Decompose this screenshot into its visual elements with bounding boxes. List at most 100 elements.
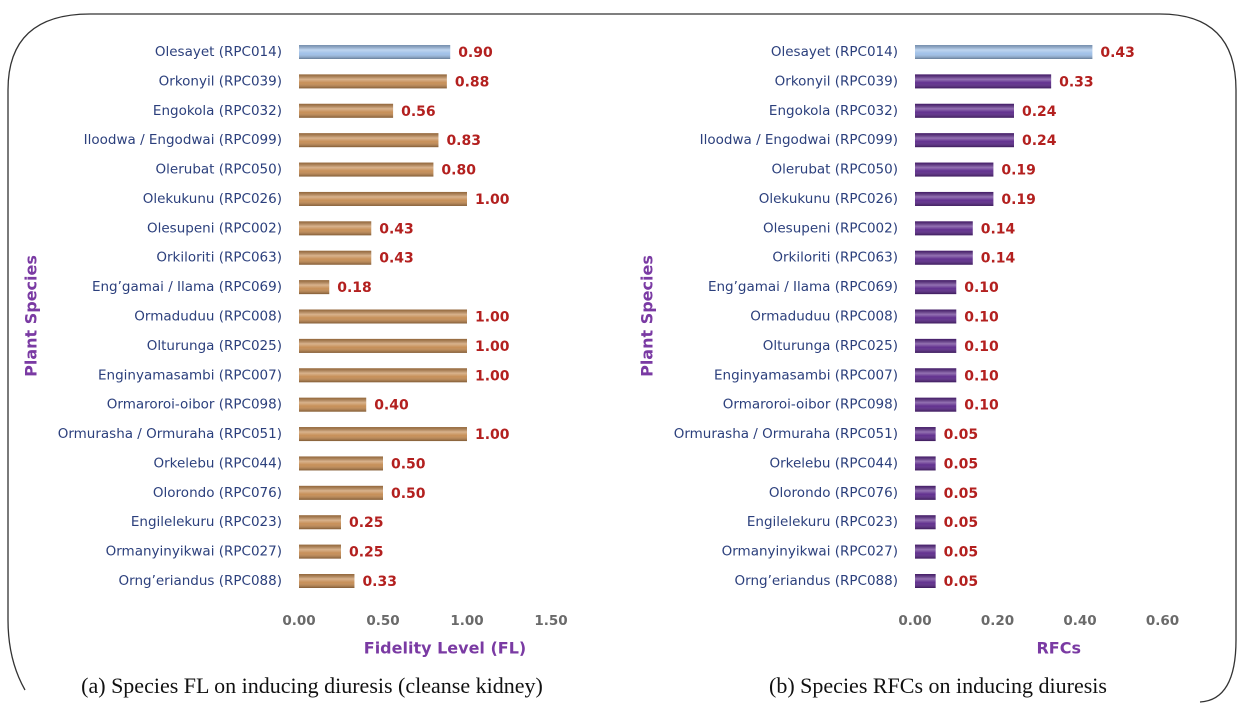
category-label: Ormaroroi-oibor (RPC098) [723, 397, 898, 413]
category-label: Engilelekuru (RPC023) [131, 514, 282, 530]
value-label: 0.90 [458, 45, 493, 61]
bar-shading [915, 103, 1014, 118]
x-tick-label: 0.40 [1063, 613, 1096, 629]
value-label: 0.83 [446, 133, 481, 149]
value-label: 0.05 [944, 456, 979, 472]
x-tick-label: 0.00 [282, 613, 315, 629]
category-label: Olerubat (RPC050) [156, 162, 282, 178]
x-tick-label: 0.60 [1146, 613, 1179, 629]
x-tick-label: 1.50 [534, 613, 567, 629]
category-label: Orng’eriandus (RPC088) [119, 573, 283, 589]
category-label: Olturunga (RPC025) [147, 338, 282, 354]
category-label: Olekukunu (RPC026) [143, 191, 282, 207]
bar-shading [299, 162, 434, 177]
category-label: Enginyamasambi (RPC007) [98, 367, 282, 383]
bar-shading [299, 427, 467, 442]
category-label: Orkelebu (RPC044) [153, 455, 282, 471]
value-label: 0.05 [944, 545, 979, 561]
category-label: Orng’eriandus (RPC088) [735, 573, 899, 589]
bar-shading [915, 456, 936, 471]
category-label: Enginyamasambi (RPC007) [714, 367, 898, 383]
category-label: Olesayet (RPC014) [155, 44, 282, 60]
bar-shading [915, 338, 957, 353]
bar-shading [915, 368, 957, 383]
category-label: Orkonyil (RPC039) [159, 73, 282, 89]
bar-shading [299, 338, 467, 353]
x-axis-title: RFCs [1036, 639, 1081, 658]
bar-shading [915, 250, 973, 265]
category-label: Engilelekuru (RPC023) [747, 514, 898, 530]
value-label: 1.00 [475, 192, 510, 208]
bar-shading [299, 574, 355, 588]
category-label: Engokola (RPC032) [769, 103, 898, 119]
category-label: Eng’gamai / Ilama (RPC069) [92, 279, 282, 295]
x-tick-label: 0.50 [366, 613, 399, 629]
category-label: Orkelebu (RPC044) [769, 455, 898, 471]
category-label: Ormaroroi-oibor (RPC098) [107, 397, 282, 413]
value-label: 0.43 [379, 251, 414, 267]
value-label: 0.19 [1001, 163, 1036, 179]
category-label: Olesayet (RPC014) [771, 44, 898, 60]
value-label: 0.43 [379, 221, 414, 237]
value-label: 0.05 [944, 574, 979, 590]
value-label: 0.14 [981, 251, 1016, 267]
category-label: Iloodwa / Engodwai (RPC099) [700, 132, 898, 148]
value-label: 0.10 [964, 339, 999, 355]
category-label: Olekukunu (RPC026) [759, 191, 898, 207]
value-label: 0.10 [964, 310, 999, 326]
value-label: 1.00 [475, 368, 510, 384]
bar-shading [915, 162, 994, 177]
category-label: Olorondo (RPC076) [769, 485, 898, 501]
category-label: Ormaduduu (RPC008) [750, 309, 898, 325]
frame [7, 13, 1237, 703]
value-label: 0.14 [981, 221, 1016, 237]
bar-shading [299, 45, 451, 59]
category-label: Olerubat (RPC050) [772, 162, 898, 178]
value-label: 1.00 [475, 310, 510, 326]
value-label: 0.10 [964, 368, 999, 384]
category-label: Ormurasha / Ormuraha (RPC051) [58, 426, 282, 442]
category-label: Ormanyinyikwai (RPC027) [106, 544, 282, 560]
bar-shading [299, 544, 341, 559]
value-label: 0.25 [349, 545, 384, 561]
bar-shading [915, 309, 957, 324]
value-label: 1.00 [475, 339, 510, 355]
category-label: Orkiloriti (RPC063) [772, 250, 898, 266]
bar-shading [299, 103, 394, 118]
value-label: 0.33 [1059, 74, 1094, 90]
value-label: 0.33 [362, 574, 397, 590]
value-label: 0.10 [964, 398, 999, 414]
category-label: Olesupeni (RPC002) [147, 220, 282, 236]
bar-shading [299, 515, 341, 530]
value-label: 0.80 [441, 163, 476, 179]
bar-shading [915, 397, 957, 412]
bar-shading [915, 133, 1014, 148]
value-label: 0.50 [391, 486, 426, 502]
bar-shading [915, 74, 1052, 89]
bar-shading [915, 45, 1093, 59]
value-label: 0.24 [1022, 133, 1057, 149]
y-axis-title: Plant Species [22, 255, 41, 377]
category-label: Eng’gamai / Ilama (RPC069) [708, 279, 898, 295]
value-label: 0.05 [944, 486, 979, 502]
x-tick-label: 1.00 [450, 613, 483, 629]
x-tick-label: 0.20 [981, 613, 1014, 629]
bar-shading [915, 191, 994, 206]
value-label: 0.43 [1100, 45, 1135, 61]
category-label: Iloodwa / Engodwai (RPC099) [84, 132, 282, 148]
category-label: Orkiloriti (RPC063) [156, 250, 282, 266]
category-label: Olturunga (RPC025) [763, 338, 898, 354]
bar-shading [299, 309, 467, 324]
caption: (a) Species FL on inducing diuresis (cle… [81, 673, 543, 698]
bar-shading [915, 544, 936, 559]
category-label: Olesupeni (RPC002) [763, 220, 898, 236]
category-label: Ormurasha / Ormuraha (RPC051) [674, 426, 898, 442]
bar-shading [299, 191, 467, 206]
value-label: 0.56 [401, 104, 436, 120]
y-axis-title: Plant Species [638, 255, 657, 377]
value-label: 0.05 [944, 427, 979, 443]
bar-shading [299, 456, 383, 471]
value-label: 0.19 [1001, 192, 1036, 208]
value-label: 0.40 [374, 398, 409, 414]
